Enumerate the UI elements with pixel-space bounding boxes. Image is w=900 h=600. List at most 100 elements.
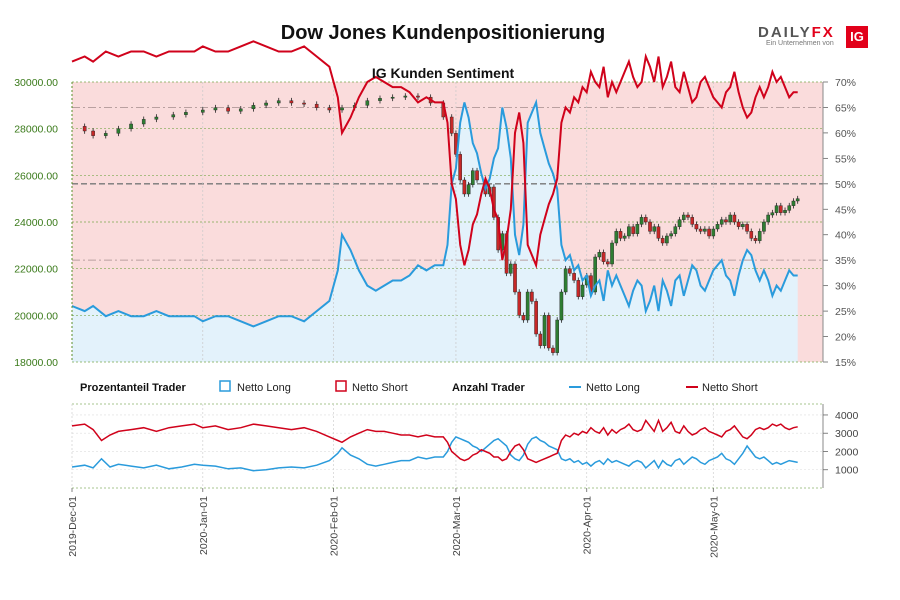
pct-tick-label: 40% — [835, 230, 856, 242]
candle-body — [340, 107, 344, 111]
pct-tick-label: 25% — [835, 306, 856, 318]
price-tick-label: 30000.00 — [14, 77, 58, 89]
pct-tick-label: 30% — [835, 281, 856, 293]
dailyfx-logo: DAILYFX Ein Unternehmen von IG — [758, 24, 870, 50]
candle-body — [82, 126, 87, 132]
candle-body — [551, 347, 555, 353]
candle-body — [652, 226, 657, 232]
pct-tick-label: 65% — [835, 102, 856, 114]
candle-body — [576, 280, 581, 297]
candle-body — [538, 333, 543, 346]
x-axis-labels: 2019-Dec-01 2020-Jan-01 2020-Feb-01 2020-Ma… — [67, 488, 720, 558]
candle-body — [665, 235, 669, 244]
count-tick-label: 2000 — [835, 446, 859, 458]
candle-body — [610, 242, 614, 265]
pct-tick-label: 20% — [835, 332, 856, 344]
pct-tick-label: 50% — [835, 179, 856, 191]
candle-body — [749, 231, 754, 239]
x-tick-label: 2020-Mar-01 — [451, 496, 463, 556]
candle-body — [745, 224, 749, 232]
candle-body — [606, 261, 610, 265]
candle-body — [466, 184, 471, 195]
legend-group-label: Anzahl Trader — [452, 382, 525, 394]
candle-body — [525, 291, 530, 321]
count-tick-label: 1000 — [835, 465, 859, 477]
candle-body — [795, 198, 800, 202]
price-tick-label: 22000.00 — [14, 264, 58, 276]
net-short-pct-line — [71, 40, 798, 270]
candle-body — [681, 214, 686, 220]
candle-body — [783, 210, 787, 213]
candle-body — [694, 224, 699, 230]
legend-item-label: Netto Long — [586, 382, 640, 394]
candle-body — [141, 119, 146, 125]
x-tick-label: 2020-Jan-01 — [198, 496, 210, 555]
legend-short-swatch — [335, 380, 347, 392]
candle-body — [521, 315, 526, 321]
candle-body — [648, 221, 652, 232]
candle-body — [226, 107, 230, 112]
legend-item-label: Netto Short — [352, 382, 408, 394]
net-long-pct-line — [71, 98, 798, 328]
candle-body — [766, 214, 770, 223]
candle-body — [559, 291, 564, 321]
price-tick-label: 18000.00 — [14, 357, 58, 369]
candle-body — [593, 256, 597, 293]
candle-body — [791, 200, 796, 206]
pct-tick-label: 35% — [835, 255, 856, 267]
candle-body — [416, 95, 420, 98]
candle-body — [711, 228, 716, 237]
candle-body — [669, 233, 673, 237]
pct-tick-label: 60% — [835, 128, 856, 140]
x-tick-label: 2020-May-01 — [708, 496, 720, 558]
count-tick-label: 3000 — [835, 428, 859, 440]
x-tick-label: 2019-Dec-01 — [67, 496, 79, 557]
candle-body — [728, 214, 732, 223]
candle-body — [753, 238, 758, 241]
axes: 30000.00 28000.00 26000.00 24000.00 22000.00… — [14, 77, 856, 369]
legend-group-label: Prozentanteil Trader — [80, 382, 186, 394]
candle-body — [724, 219, 728, 223]
candle-body — [116, 128, 121, 134]
legend: Prozentanteil Trader Netto Long Netto Shor… — [80, 380, 758, 394]
candle-body — [774, 205, 779, 213]
candle-body — [779, 205, 783, 213]
candle-body — [715, 224, 720, 230]
candle-body — [530, 291, 534, 302]
candle-body — [770, 212, 775, 216]
candle-body — [542, 315, 547, 346]
candle-body — [677, 219, 682, 227]
price-tick-label: 28000.00 — [14, 124, 58, 136]
x-tick-label: 2020-Apr-01 — [582, 496, 594, 555]
candle-body — [508, 263, 513, 274]
candle-body — [517, 291, 522, 316]
candle-body — [314, 103, 319, 108]
price-tick-label: 26000.00 — [14, 170, 58, 182]
candle-body — [458, 154, 462, 181]
page-title: Dow Jones Kundenpositionierung — [280, 22, 606, 44]
chart-subtitle: IG Kunden Sentiment — [372, 65, 515, 81]
logo-subtitle: Ein Unternehmen von — [766, 40, 834, 47]
candle-body — [449, 116, 454, 134]
net-short-count-line — [71, 418, 798, 464]
candle-body — [302, 102, 306, 105]
candle-body — [327, 107, 332, 111]
candle-body — [601, 252, 606, 262]
candle-body — [627, 226, 631, 237]
legend-item-label: Netto Short — [702, 382, 758, 394]
candle-body — [238, 108, 243, 112]
candle-body — [534, 301, 538, 335]
candle-body — [618, 231, 623, 239]
grid-lines — [71, 81, 823, 363]
candle-body — [213, 107, 218, 111]
candle-body — [568, 268, 572, 274]
candle-body — [154, 116, 159, 120]
candle-body — [719, 219, 724, 225]
candle-body — [762, 221, 766, 232]
ig-badge: IG — [846, 26, 868, 48]
pct-tick-label: 45% — [835, 204, 856, 216]
candle-body — [471, 170, 475, 185]
candle-body — [184, 112, 188, 115]
candle-body — [635, 224, 640, 234]
